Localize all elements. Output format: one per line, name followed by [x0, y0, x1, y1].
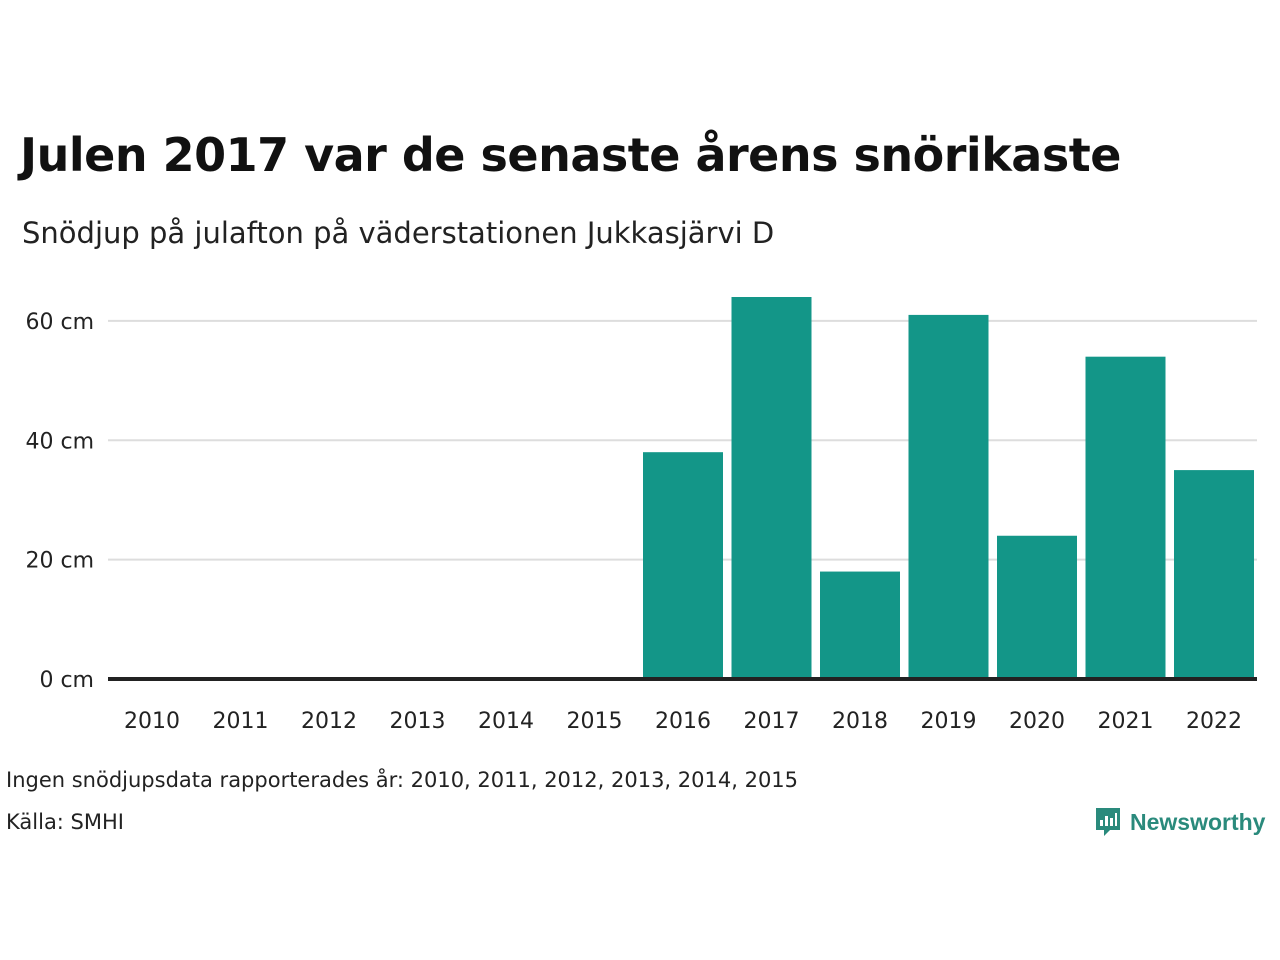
chart-title: Julen 2017 var de senaste årens snörikas…	[20, 128, 1121, 182]
x-tick-label: 2022	[1186, 709, 1242, 734]
x-tick-label: 2011	[213, 709, 269, 734]
bar-2020	[997, 535, 1077, 679]
bar-chart: 0 cm 20 cm 40 cm 60 cm 2010 2011 2012 2013 2014 2…	[25, 297, 1257, 734]
x-tick-label: 2020	[1009, 709, 1065, 734]
x-tick-label: 2021	[1098, 709, 1154, 734]
bar-2021	[1085, 356, 1166, 679]
missing-data-note: Ingen snödjupsdata rapporterades år: 201…	[6, 768, 799, 792]
x-tick-label: 2015	[567, 709, 623, 734]
newsworthy-logo: Newsworthy	[1094, 806, 1265, 838]
x-tick-label: 2013	[390, 709, 446, 734]
y-tick-label: 60 cm	[25, 310, 94, 335]
x-tick-label: 2018	[832, 709, 888, 734]
x-tick-label: 2012	[301, 709, 357, 734]
x-tick-label: 2016	[655, 709, 711, 734]
bar-2018	[820, 571, 900, 679]
source-label: Källa: SMHI	[6, 810, 124, 834]
bar-2016	[643, 452, 723, 679]
newsworthy-logo-text: Newsworthy	[1130, 808, 1266, 835]
x-tick-label: 2019	[921, 709, 977, 734]
x-tick-label: 2014	[478, 709, 534, 734]
y-tick-label: 0 cm	[39, 668, 94, 693]
bar-2019	[908, 314, 989, 679]
x-tick-label: 2010	[124, 709, 180, 734]
newsworthy-logo-icon	[1096, 808, 1120, 836]
chart-subtitle: Snödjup på julafton på väderstationen Ju…	[22, 216, 775, 250]
y-tick-label: 20 cm	[25, 549, 94, 574]
x-tick-label: 2017	[744, 709, 800, 734]
bar-2022	[1174, 470, 1254, 679]
y-tick-label: 40 cm	[25, 429, 94, 454]
bar-2017	[731, 297, 812, 679]
